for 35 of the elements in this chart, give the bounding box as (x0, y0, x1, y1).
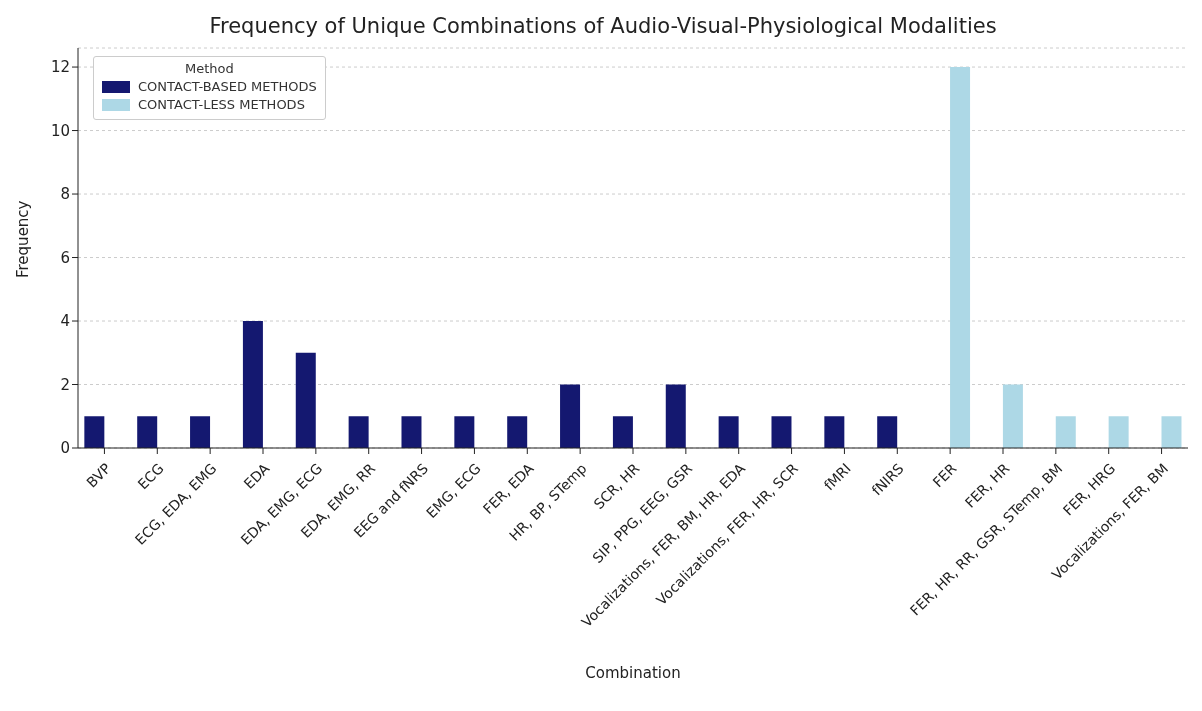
bar (612, 416, 633, 448)
y-tick-label: 10 (50, 121, 70, 140)
bar (507, 416, 528, 448)
y-tick-label: 4 (60, 312, 70, 331)
legend-title: Method (184, 61, 235, 76)
bar (190, 416, 211, 448)
bar (560, 384, 581, 448)
legend-label: CONTACT-BASED METHODS (138, 79, 317, 94)
bar (877, 416, 898, 448)
bar (348, 416, 369, 448)
x-axis-title: Combination (585, 664, 681, 682)
y-tick-label: 8 (60, 185, 70, 204)
x-tick-label: FER (929, 459, 960, 491)
bar (454, 416, 475, 448)
bar (1055, 416, 1076, 448)
bar (84, 416, 105, 448)
y-tick-label: 2 (60, 375, 70, 394)
legend-label: CONTACT-LESS METHODS (138, 97, 305, 112)
bar (137, 416, 158, 448)
bar (1161, 416, 1182, 448)
bar (295, 352, 316, 448)
bar (950, 67, 971, 448)
bar (1108, 416, 1129, 448)
bar (1002, 384, 1023, 448)
bar (771, 416, 792, 448)
chart-title: Frequency of Unique Combinations of Audio-Visual-Physiological Modalities (208, 14, 998, 38)
bar (824, 416, 845, 448)
y-tick-label: 0 (60, 439, 70, 458)
bar (718, 416, 739, 448)
y-axis-title: Frequency (14, 200, 33, 278)
bar (401, 416, 422, 448)
bar (242, 321, 263, 448)
bar (665, 384, 686, 448)
y-tick-label: 6 (60, 248, 70, 267)
y-tick-label: 12 (50, 58, 70, 77)
